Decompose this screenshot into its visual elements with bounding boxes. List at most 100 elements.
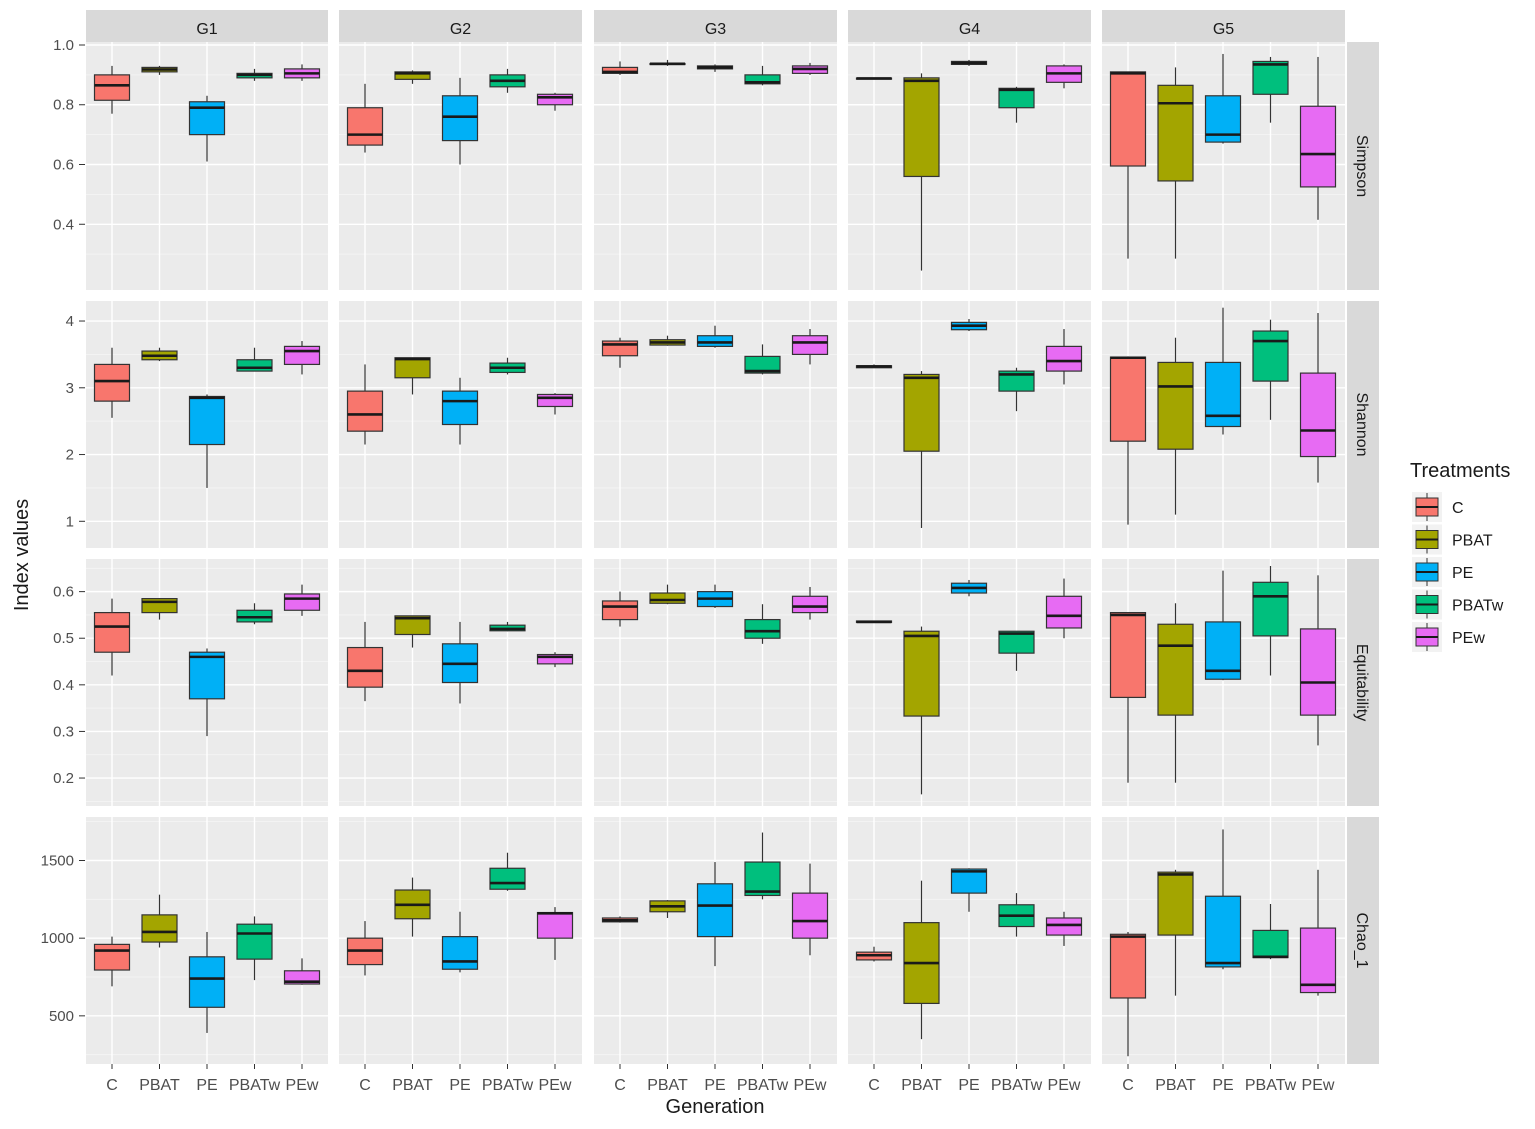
box-iqr xyxy=(489,867,526,890)
legend-label: PEw xyxy=(1452,630,1485,647)
box-iqr xyxy=(188,956,226,1008)
box-iqr xyxy=(601,600,639,621)
strip-shannon xyxy=(1347,301,1379,548)
strip-chao_1 xyxy=(1347,817,1379,1064)
strip-label-g5: G5 xyxy=(1213,21,1234,38)
box-pbat xyxy=(141,598,178,620)
box-iqr xyxy=(236,923,273,960)
box-pbatw xyxy=(998,630,1035,671)
y-tick-label: 0.8 xyxy=(53,97,74,114)
box-pbatw xyxy=(998,367,1035,412)
box-pbatw xyxy=(489,357,526,375)
box-pew xyxy=(1045,578,1083,639)
x-tick-label: C xyxy=(359,1077,371,1094)
box-iqr xyxy=(188,651,226,700)
box-iqr xyxy=(744,355,781,374)
box-iqr xyxy=(903,77,940,178)
box-iqr xyxy=(1157,361,1194,450)
box-iqr xyxy=(394,357,431,379)
strip-label-shannon: Shannon xyxy=(1353,392,1370,456)
box-pe xyxy=(188,95,226,162)
box-pe xyxy=(188,648,226,737)
box-iqr xyxy=(744,861,781,897)
box-pe xyxy=(696,862,734,967)
legend-item-c: C xyxy=(1412,492,1464,522)
box-iqr xyxy=(791,335,829,356)
box-pbat xyxy=(1157,869,1194,996)
box-pbat xyxy=(141,894,178,948)
box-c xyxy=(601,916,639,923)
box-pbat xyxy=(649,584,686,605)
x-tick-label: PEw xyxy=(1302,1077,1335,1094)
box-pbat xyxy=(394,615,431,648)
box-c xyxy=(1109,931,1147,1057)
y-tick-label: 1000 xyxy=(41,930,74,947)
box-pew xyxy=(283,64,321,81)
x-tick-label: PE xyxy=(704,1077,725,1094)
box-pe xyxy=(696,64,734,72)
x-tick-label: PEw xyxy=(1048,1077,1081,1094)
box-pbat xyxy=(394,357,431,395)
box-pe xyxy=(1204,53,1242,144)
strip-g5 xyxy=(1102,10,1345,42)
box-pew xyxy=(536,907,574,960)
box-pbat xyxy=(649,59,686,66)
box-iqr xyxy=(1045,345,1083,372)
box-iqr xyxy=(1252,330,1289,382)
box-pbatw xyxy=(1252,903,1289,960)
box-pbatw xyxy=(1252,565,1289,676)
box-pbat xyxy=(649,900,686,918)
box-iqr xyxy=(601,66,639,74)
box-iqr xyxy=(791,892,829,939)
box-iqr xyxy=(236,359,273,372)
box-iqr xyxy=(744,74,781,85)
legend-title: Treatments xyxy=(1410,460,1510,482)
box-pbatw xyxy=(998,893,1035,937)
x-tick-label: PEw xyxy=(539,1077,572,1094)
box-c xyxy=(93,347,131,418)
box-iqr xyxy=(93,611,131,653)
box-pew xyxy=(1045,64,1083,89)
axes-layer: 0.4 0.6 0.8 1.0 1 2 3 4 0.2 0.3 0.4 0.5 0.6 500 1000 15… xyxy=(41,37,1335,1094)
box-pbat xyxy=(903,880,940,1040)
box-iqr xyxy=(1157,871,1194,936)
box-pe xyxy=(1204,829,1242,970)
box-c xyxy=(93,598,131,676)
box-iqr xyxy=(1157,84,1194,182)
box-iqr xyxy=(791,595,829,614)
box-iqr xyxy=(903,630,940,717)
x-tick-label: PBATw xyxy=(737,1077,789,1094)
box-pbatw xyxy=(236,347,273,372)
x-tick-label: C xyxy=(106,1077,118,1094)
box-pbat xyxy=(141,347,178,362)
box-iqr xyxy=(903,373,940,452)
box-pbatw xyxy=(998,86,1035,123)
box-pe xyxy=(441,77,479,165)
y-tick-label: 4 xyxy=(66,313,74,330)
y-tick-label: 0.4 xyxy=(53,677,74,694)
x-tick-label: PBATw xyxy=(482,1077,534,1094)
box-iqr xyxy=(283,593,321,611)
y-tick-label: 0.2 xyxy=(53,770,74,787)
x-tick-label: C xyxy=(614,1077,626,1094)
box-iqr xyxy=(346,646,384,688)
strip-g3 xyxy=(594,10,837,42)
x-tick-label: C xyxy=(1122,1077,1134,1094)
box-pe xyxy=(441,621,479,704)
box-pew xyxy=(791,329,829,365)
y-tick-label: 2 xyxy=(66,447,74,464)
box-pew xyxy=(791,863,829,956)
y-axis-title: Index values xyxy=(11,499,33,611)
box-pe xyxy=(696,584,734,608)
x-tick-label: PBATw xyxy=(1245,1077,1297,1094)
box-c xyxy=(601,337,639,368)
x-tick-label: PE xyxy=(449,1077,470,1094)
box-iqr xyxy=(1045,595,1083,629)
box-pbatw xyxy=(236,68,273,81)
box-pe xyxy=(950,319,988,332)
strip-equitability xyxy=(1347,559,1379,806)
box-pbat xyxy=(649,335,686,346)
box-iqr xyxy=(536,93,574,106)
box-pe xyxy=(950,59,988,66)
box-c xyxy=(601,61,639,75)
